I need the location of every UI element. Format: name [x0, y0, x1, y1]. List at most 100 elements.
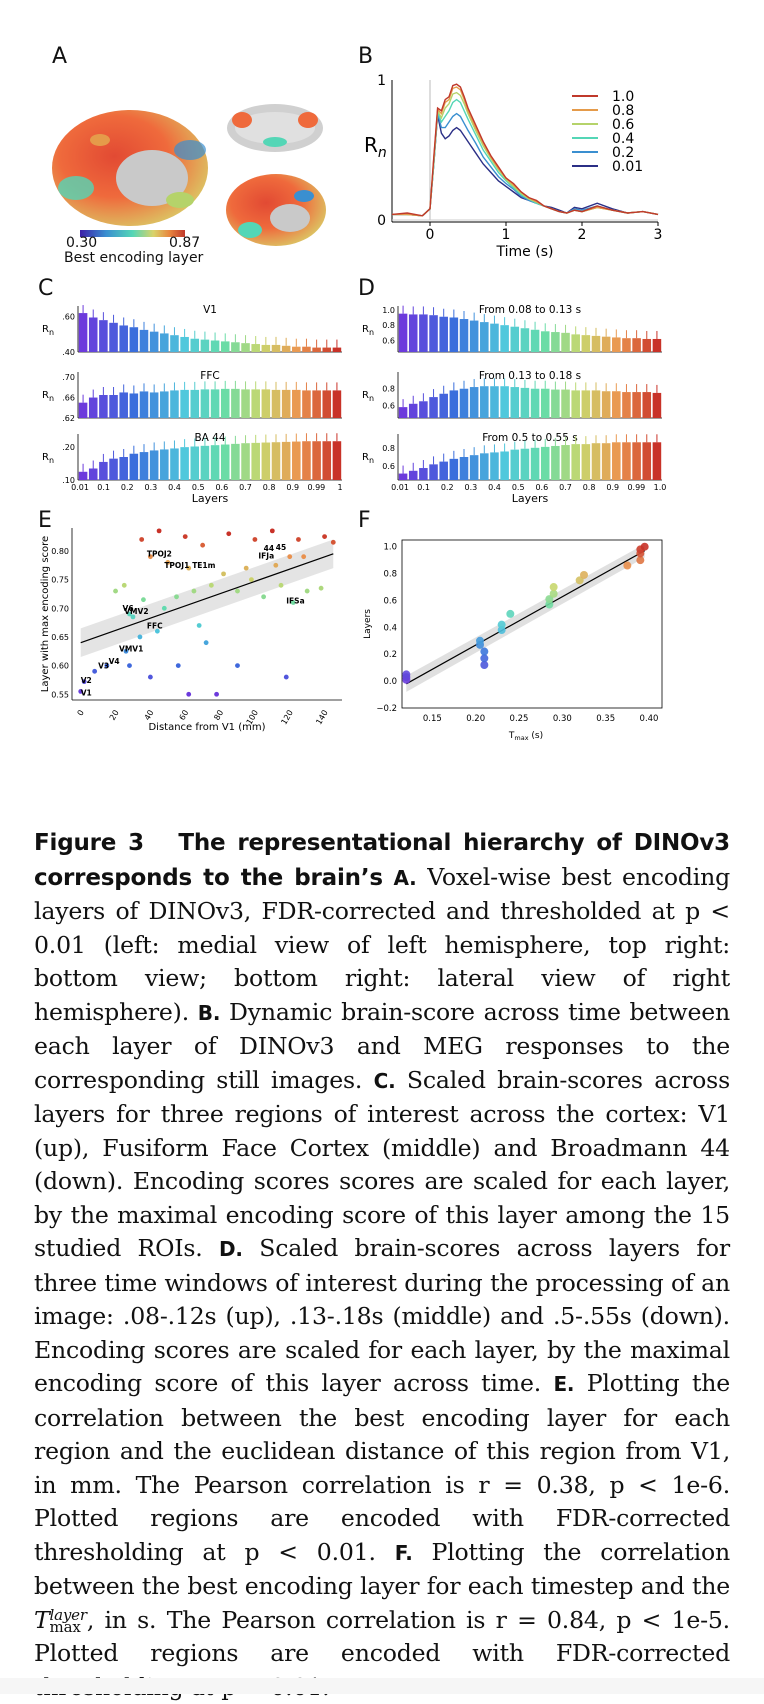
bottom-view-brain: [227, 104, 323, 152]
c-x-tick-label: 0.1: [97, 483, 110, 492]
d-bar: [419, 401, 428, 418]
d-bar: [601, 336, 611, 352]
c-bar: [190, 389, 200, 418]
panel-c-letter: C: [38, 276, 54, 301]
e-point: [221, 571, 226, 577]
c-bar: [332, 347, 342, 352]
d-bar: [642, 442, 652, 480]
d-bar: [459, 388, 469, 418]
c-bar: [99, 461, 108, 480]
e-point: [113, 588, 118, 594]
c-y-tick-label: .70: [62, 373, 75, 382]
b-legend-label: 0.01: [612, 159, 643, 175]
c-bar: [139, 329, 149, 352]
d-x-tick-label: 0.9: [606, 483, 619, 492]
d-bar: [500, 386, 509, 418]
e-point: [104, 663, 110, 668]
b-legend-label: 0.8: [612, 103, 634, 119]
e-y-tick-label: 0.55: [51, 690, 69, 699]
d-bar: [601, 391, 611, 418]
e-point: [186, 565, 192, 571]
f-x-label: Tmax (s): [508, 731, 543, 742]
c-bar: [180, 447, 189, 480]
d-bar: [490, 323, 499, 352]
f-point: [580, 570, 588, 579]
colorbar-max: 0.87: [169, 235, 201, 251]
e-point-label: VMV1: [119, 644, 143, 653]
b-series-line: [392, 114, 659, 217]
d-bar: [459, 457, 469, 480]
f-point: [506, 609, 515, 618]
e-point: [121, 582, 127, 588]
c-bar: [88, 397, 98, 418]
f-point: [549, 589, 558, 598]
e-x-tick-label: 20: [108, 709, 121, 722]
d-bar: [601, 443, 611, 480]
d-x-tick-label: 0.99: [627, 483, 645, 492]
c-bar: [271, 442, 281, 480]
d-x-tick-label: 0.6: [535, 483, 548, 492]
f-x-tick-label: 0.30: [553, 714, 572, 724]
e-point: [127, 611, 132, 617]
d-bar: [510, 387, 520, 418]
c-bar: [160, 391, 169, 418]
d-x-tick-label: 0.1: [417, 483, 430, 492]
c-bar: [302, 346, 311, 352]
c-bar: [322, 347, 332, 352]
c-bar: [332, 390, 342, 418]
d-bar: [469, 455, 479, 480]
f-x-tick-label: 0.20: [466, 714, 485, 724]
e-point: [123, 648, 129, 654]
figure-title: The representational hierarchy of DINOv3…: [34, 830, 730, 891]
d-y-tick-label: 0.6: [382, 462, 395, 471]
d-bar: [469, 387, 479, 418]
c-bar: [220, 444, 230, 480]
f-frame: [401, 539, 663, 709]
c-bar: [190, 338, 200, 352]
c-bar: [332, 441, 342, 480]
d-bar: [632, 442, 641, 480]
b-y-label-sub: n: [378, 145, 387, 161]
e-point-label: TE1m: [192, 561, 215, 570]
caption-text-a: Voxel-wise best encoding layers of DINOv…: [34, 862, 730, 1026]
caption-label-d: D.: [219, 1237, 243, 1261]
e-point: [139, 537, 145, 542]
c-y-label: Rn: [42, 324, 54, 337]
e-point: [137, 634, 143, 640]
e-x-tick-label: 0: [76, 709, 86, 718]
b-series-line: [392, 112, 659, 217]
c-bar: [261, 442, 271, 480]
c-x-tick-label: 0.7: [239, 483, 252, 492]
d-bar: [551, 445, 560, 480]
d-bar: [622, 338, 631, 352]
f-y-tick-label: 0.8: [383, 570, 397, 580]
c-bar: [129, 327, 139, 352]
f-point: [476, 636, 484, 645]
colorbar: [80, 230, 185, 237]
d-bar: [500, 451, 509, 480]
c-bar: [180, 336, 189, 352]
d-bar: [439, 461, 448, 480]
c-y-tick-label: .40: [62, 348, 75, 357]
c-bar: [261, 344, 271, 352]
c-bar: [99, 320, 108, 352]
c-y-tick-label: .62: [62, 414, 75, 423]
e-point-label: IFSa: [286, 597, 304, 606]
e-point: [200, 542, 206, 548]
c-bar: [190, 446, 200, 480]
f-x-tick-label: 0.35: [596, 714, 615, 724]
e-point-label: VMV2: [124, 607, 148, 616]
c-bar: [312, 347, 321, 352]
e-point: [273, 562, 279, 568]
caption-text-f: Plotting the correlation between the bes…: [34, 1537, 730, 1601]
c-x-tick-label: 1: [337, 483, 342, 492]
d-bar: [571, 334, 580, 352]
brain-maps: [52, 104, 326, 246]
colorbar-label: Best encoding layer: [64, 250, 204, 266]
e-point: [278, 582, 284, 588]
f-y-tick-label: 0.0: [383, 677, 397, 687]
e-point-label: TPOJ1: [164, 561, 189, 570]
f-y-tick-label: 0.6: [383, 596, 397, 606]
e-point-label: V6: [123, 604, 134, 613]
e-point: [249, 577, 254, 582]
